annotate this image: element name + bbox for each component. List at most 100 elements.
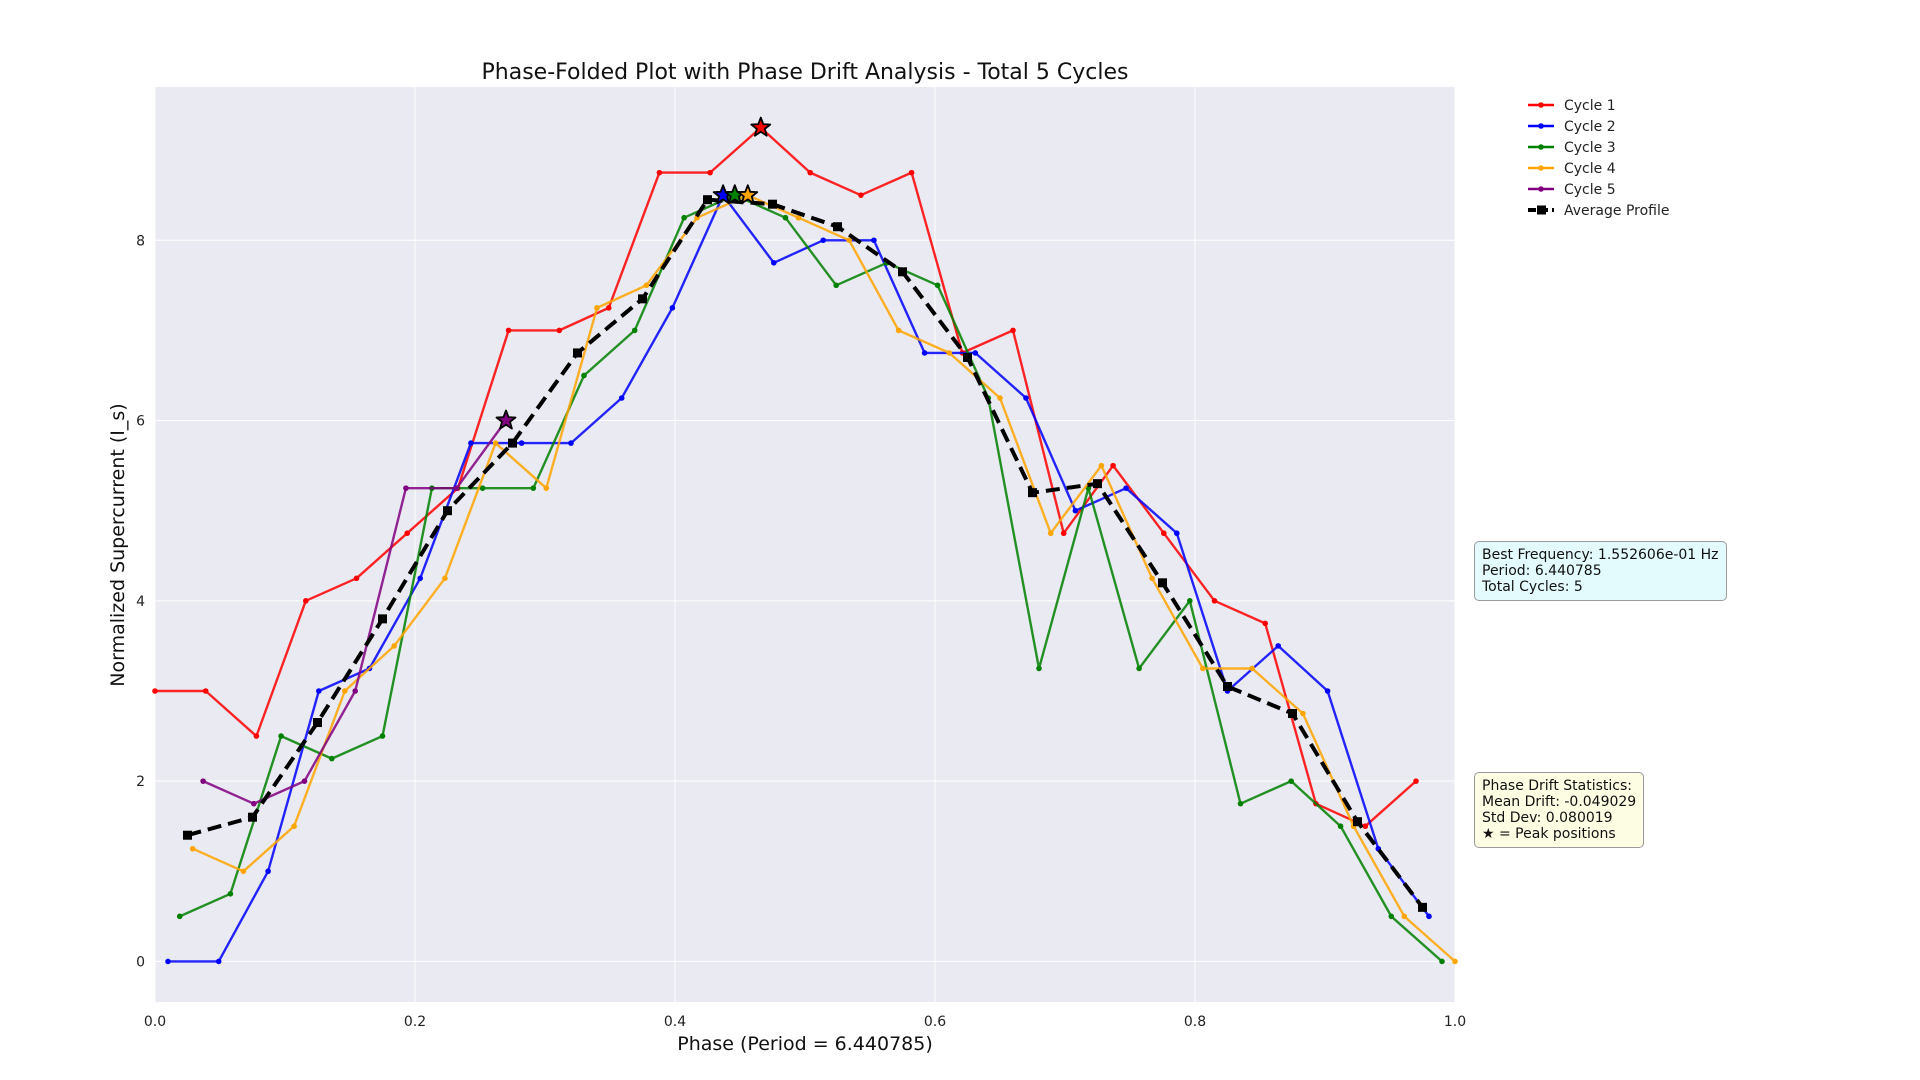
- data-point: [1324, 688, 1331, 694]
- series-line-cycle-3: [179, 193, 1443, 963]
- data-point: [1388, 913, 1395, 920]
- data-point: [313, 718, 322, 728]
- peak-star-cycle-5: [495, 409, 517, 430]
- data-point: [248, 812, 257, 822]
- x-tick-label: 1.0: [1444, 1014, 1466, 1030]
- x-tick-label: 0.8: [1184, 1014, 1206, 1030]
- data-point: [898, 267, 907, 277]
- data-point: [681, 214, 687, 221]
- data-point: [227, 891, 234, 897]
- data-point: [342, 688, 348, 694]
- data-point: [1047, 530, 1054, 537]
- data-point: [1353, 817, 1362, 827]
- data-point: [492, 440, 499, 446]
- data-point: [1200, 665, 1206, 672]
- data-point: [1288, 778, 1294, 784]
- data-point: [605, 305, 612, 311]
- data-point: [202, 688, 209, 694]
- data-point: [643, 282, 650, 289]
- data-point: [1418, 902, 1427, 912]
- data-point: [1187, 598, 1193, 604]
- data-point: [479, 485, 486, 491]
- data-point: [833, 282, 839, 289]
- data-point: [253, 733, 260, 739]
- data-point: [152, 688, 158, 694]
- data-point: [240, 868, 247, 875]
- data-point: [468, 440, 474, 446]
- data-point: [656, 169, 663, 176]
- data-point: [291, 823, 297, 830]
- data-point: [768, 199, 777, 209]
- data-point: [1023, 395, 1029, 401]
- data-point: [379, 733, 386, 739]
- std-dev-text: Std Dev: 0.080019: [1482, 810, 1613, 826]
- legend-entry-cycle-5: Cycle 5: [1528, 182, 1616, 198]
- data-point: [404, 530, 411, 537]
- data-point: [1136, 665, 1142, 672]
- data-point: [972, 350, 979, 356]
- x-tick-label: 0.4: [664, 1014, 686, 1030]
- data-point: [858, 192, 864, 198]
- data-point: [1275, 643, 1281, 649]
- data-point: [1149, 575, 1155, 582]
- series-layer: [152, 124, 1458, 965]
- y-tick-label: 6: [136, 414, 145, 430]
- legend-entry-cycle-1: Cycle 1: [1528, 98, 1616, 114]
- chart-title: Phase-Folded Plot with Phase Drift Analy…: [482, 60, 1129, 85]
- legend-label: Cycle 4: [1564, 161, 1616, 177]
- data-point: [508, 438, 517, 448]
- y-tick-label: 0: [136, 954, 145, 970]
- data-point: [378, 614, 387, 624]
- legend-label: Cycle 3: [1564, 140, 1616, 156]
- x-tick-label: 0.2: [404, 1014, 426, 1030]
- data-point: [1211, 598, 1218, 604]
- data-point: [1010, 327, 1016, 334]
- data-point: [1161, 530, 1167, 537]
- data-point: [1237, 800, 1244, 807]
- data-point: [638, 294, 647, 304]
- data-point: [278, 733, 284, 739]
- peak-markers: [495, 116, 772, 430]
- data-point: [1174, 530, 1180, 537]
- data-point: [1262, 620, 1268, 627]
- mean-drift-text: Mean Drift: -0.049029: [1482, 794, 1637, 810]
- legend-entry-cycle-3: Cycle 3: [1528, 140, 1616, 156]
- data-point: [443, 506, 452, 516]
- data-point: [1110, 462, 1116, 469]
- data-point: [1036, 665, 1042, 672]
- data-point: [1098, 462, 1105, 469]
- legend-marker: [1538, 165, 1544, 171]
- series-average-profile: [183, 195, 1427, 912]
- legend-entry-average-profile: Average Profile: [1528, 203, 1669, 219]
- legend-marker: [1538, 186, 1544, 192]
- data-point: [1072, 507, 1079, 514]
- drift-stats-heading: Phase Drift Statistics:: [1482, 778, 1633, 794]
- data-point: [1093, 479, 1102, 489]
- data-point: [782, 214, 789, 221]
- data-point: [1337, 823, 1344, 830]
- data-point: [453, 485, 460, 491]
- data-point: [442, 575, 448, 582]
- data-point: [165, 958, 171, 965]
- data-point: [581, 372, 587, 379]
- data-point: [1413, 778, 1419, 784]
- legend-marker: [1538, 144, 1544, 150]
- data-point: [820, 237, 826, 244]
- data-point: [303, 598, 309, 604]
- data-point: [1426, 913, 1432, 920]
- data-point: [505, 327, 512, 334]
- y-tick-label: 8: [136, 233, 145, 249]
- data-point: [707, 169, 713, 176]
- frequency-info-box: Best Frequency: 1.552606e-01 Hz Period: …: [1474, 541, 1727, 601]
- legend-entry-cycle-2: Cycle 2: [1528, 119, 1616, 135]
- data-point: [946, 350, 953, 356]
- data-point: [573, 348, 582, 358]
- legend-marker: [1538, 102, 1544, 108]
- y-tick-label: 2: [136, 774, 145, 790]
- data-point: [251, 800, 257, 807]
- x-tick-label: 0.6: [924, 1014, 946, 1030]
- data-point: [631, 327, 638, 334]
- y-tick-label: 4: [136, 594, 145, 610]
- series-cycle-2: [165, 192, 1432, 965]
